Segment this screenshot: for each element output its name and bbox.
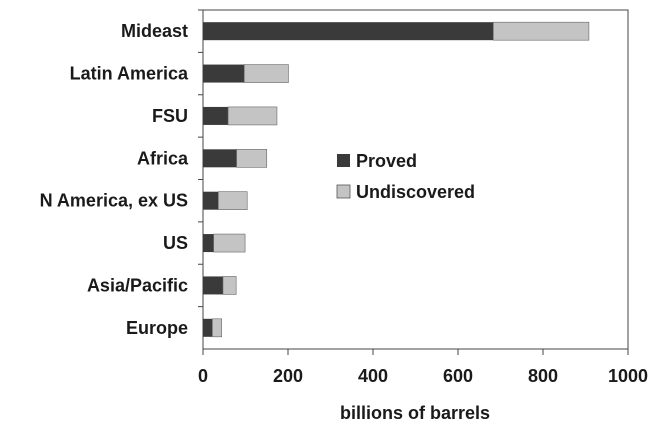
- x-tick-label: 400: [358, 366, 388, 386]
- bar-fsu-undiscovered: [227, 106, 278, 126]
- bar-n-america-ex-us-undiscovered: [218, 191, 248, 210]
- bar-fsu-proved: [203, 106, 229, 125]
- x-tick-label: 800: [528, 366, 558, 386]
- bar-mideast-undiscovered: [492, 21, 590, 41]
- bar-us-undiscovered: [213, 233, 246, 253]
- bar-latin-america-undiscovered: [243, 64, 289, 83]
- bar-latin-america-proved: [203, 64, 245, 83]
- bar-africa-undiscovered: [236, 149, 268, 168]
- x-tick-label: 600: [443, 366, 473, 386]
- category-label-mideast: Mideast: [121, 21, 188, 41]
- x-tick-label: 0: [198, 366, 208, 386]
- x-tick-label: 200: [273, 366, 303, 386]
- x-tick-label: 1000: [608, 366, 648, 386]
- legend: Proved Undiscovered: [336, 151, 475, 202]
- category-label-n-america-ex-us: N America, ex US: [40, 191, 188, 211]
- bar-mideast-proved: [203, 22, 494, 41]
- bar-europe-undiscovered: [212, 318, 223, 338]
- bar-us-proved: [203, 234, 214, 253]
- bars-group: [203, 21, 590, 338]
- bar-asia-pacific-undiscovered: [222, 276, 237, 295]
- category-label-us: US: [163, 233, 188, 253]
- category-label-africa: Africa: [137, 148, 189, 168]
- bar-asia-pacific-proved: [203, 276, 223, 295]
- category-labels: Mideast Latin America FSU Africa N America, …: [40, 9, 203, 338]
- category-label-latin-america: Latin America: [70, 64, 189, 84]
- plot-area-frame: [202, 9, 629, 350]
- category-label-europe: Europe: [126, 318, 188, 338]
- legend-swatch-proved: [337, 154, 350, 167]
- bar-africa-proved: [203, 149, 237, 168]
- x-axis-title: billions of barrels: [340, 403, 490, 423]
- bar-europe-proved: [203, 318, 213, 337]
- category-label-asia-pacific: Asia/Pacific: [87, 275, 188, 295]
- legend-label-undiscovered: Undiscovered: [356, 182, 475, 202]
- legend-label-proved: Proved: [356, 151, 417, 171]
- bar-n-america-ex-us-proved: [203, 191, 219, 210]
- category-label-fsu: FSU: [152, 106, 188, 126]
- legend-swatch-undiscovered: [336, 184, 351, 199]
- x-axis: 0 200 400 600 800 1000: [198, 349, 648, 386]
